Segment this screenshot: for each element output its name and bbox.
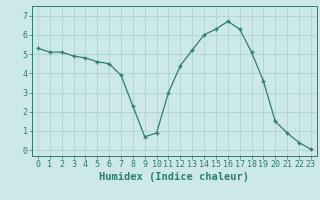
X-axis label: Humidex (Indice chaleur): Humidex (Indice chaleur) [100, 172, 249, 182]
